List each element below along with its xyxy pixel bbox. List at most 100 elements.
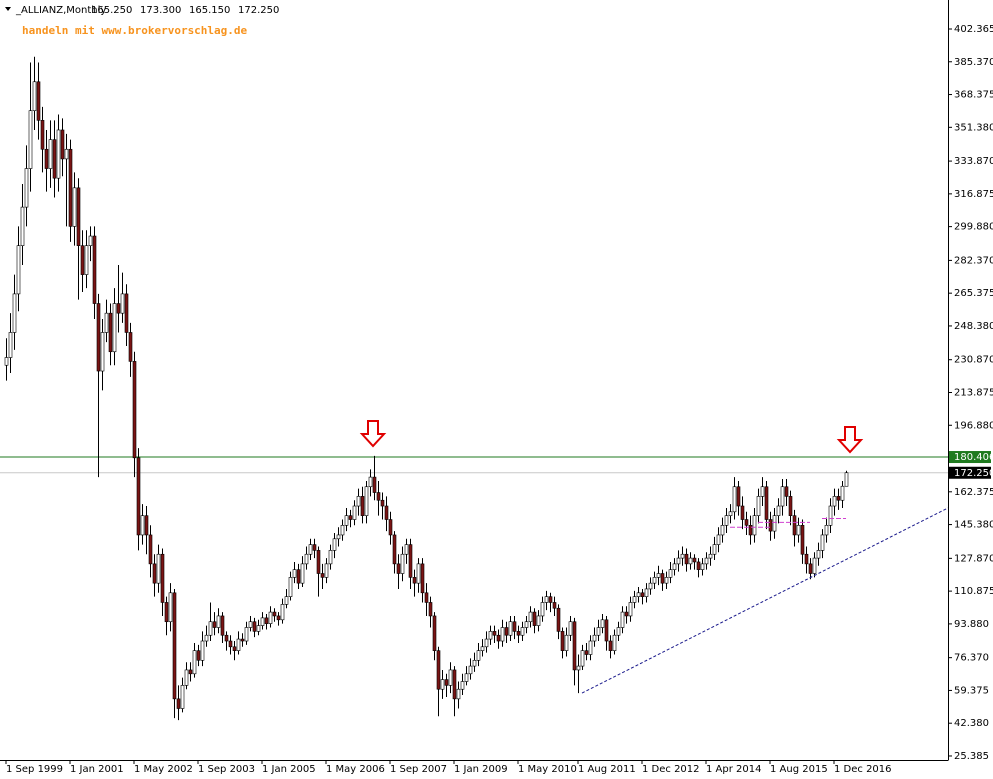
candle-body: [420, 563, 425, 594]
candle-body: [596, 627, 601, 636]
candle-body: [732, 486, 737, 513]
x-tick-label: 1 Jan 2005: [262, 764, 316, 775]
candle-body: [736, 486, 741, 507]
candle-body: [252, 621, 257, 632]
quote-high: 173.300: [140, 5, 181, 16]
candle-body: [248, 621, 253, 628]
candle-body: [104, 312, 109, 333]
candle-body: [512, 621, 517, 632]
symbol-title: _ALLIANZ,Monthly: [15, 5, 106, 16]
candle-body: [220, 615, 225, 636]
candle-body: [52, 139, 57, 179]
quote-close: 172.250: [238, 5, 279, 16]
candle-body: [528, 611, 533, 623]
candle-body: [600, 619, 605, 628]
candle-body: [204, 634, 209, 642]
candle-body: [624, 611, 629, 617]
y-tick-label: 213.875: [954, 387, 993, 398]
x-tick-label: 1 Jan 2009: [454, 764, 508, 775]
candle-body: [380, 499, 385, 507]
candle-body: [604, 619, 609, 642]
candle-body: [48, 139, 53, 169]
last-price-box: [949, 466, 991, 479]
candle-body: [324, 563, 329, 578]
candle-body: [780, 486, 785, 507]
candle-body: [132, 361, 137, 459]
candle-body: [816, 550, 821, 559]
candle-body: [448, 669, 453, 686]
candle-body: [272, 611, 277, 617]
candle-body: [696, 561, 701, 570]
candle-body: [60, 129, 65, 160]
y-tick-label: 145.380: [954, 520, 993, 531]
quote-low: 165.150: [189, 5, 230, 16]
x-tick-label: 1 May 2006: [326, 764, 385, 775]
candle-body: [664, 577, 669, 584]
candle-body: [296, 569, 301, 584]
candle-body: [24, 168, 29, 208]
candle-body: [672, 563, 677, 570]
candle-body: [632, 596, 637, 603]
candle-body: [576, 665, 581, 671]
candle-body: [96, 303, 101, 372]
candle-body: [508, 621, 513, 636]
candle-body: [424, 592, 429, 603]
candle-body: [460, 681, 465, 690]
candle-body: [120, 293, 125, 314]
candle-body: [548, 596, 553, 603]
candle-body: [660, 573, 665, 584]
level-label-box: [949, 451, 991, 464]
x-tick-label: 1 Sep 2007: [390, 764, 447, 775]
candle-body: [152, 563, 157, 584]
candle-body: [580, 650, 585, 667]
candle-body: [72, 187, 77, 227]
candle-body: [484, 638, 489, 648]
y-tick-label: 230.870: [954, 355, 993, 366]
candle-body: [384, 505, 389, 520]
candle-body: [56, 129, 61, 179]
candle-body: [292, 569, 297, 578]
y-tick-label: 299.880: [954, 222, 993, 233]
candle-body: [344, 515, 349, 526]
candle-body: [268, 611, 273, 624]
candle-body: [312, 544, 317, 551]
candle-body: [428, 602, 433, 617]
candle-body: [452, 669, 457, 700]
candle-body: [40, 120, 45, 150]
candle-body: [556, 607, 561, 632]
candle-body: [236, 638, 241, 651]
candle-body: [720, 525, 725, 536]
candle-body: [396, 563, 401, 574]
y-tick-label: 93.880: [954, 619, 989, 630]
menu-triangle[interactable]: [5, 7, 11, 11]
candle-body: [468, 665, 473, 675]
candle-body: [172, 592, 177, 700]
candle-body: [304, 553, 309, 565]
candle-body: [772, 515, 777, 532]
candle-body: [808, 563, 813, 574]
candle-body: [156, 553, 161, 584]
candle-body: [20, 206, 25, 246]
x-tick-label: 1 Apr 2014: [706, 764, 761, 775]
candle-body: [4, 357, 9, 366]
candle-body: [372, 476, 377, 493]
candle-body: [80, 245, 85, 275]
y-tick-label: 162.375: [954, 487, 993, 498]
candle-body: [440, 679, 445, 690]
candle-body: [716, 534, 721, 545]
x-tick-label: 1 Aug 2015: [770, 764, 828, 775]
candle-body: [76, 187, 81, 246]
y-tick-label: 76.370: [954, 653, 989, 664]
candle-body: [792, 515, 797, 536]
candle-body: [336, 534, 341, 540]
candle-body: [844, 472, 849, 487]
candle-body: [300, 563, 305, 584]
candle-body: [436, 650, 441, 690]
candle-body: [32, 81, 37, 111]
candle-body: [724, 515, 729, 526]
y-tick-label: 248.380: [954, 321, 993, 332]
watermark: handeln mit www.brokervorschlag.de: [22, 24, 248, 37]
candle-body: [160, 553, 165, 603]
candle-body: [36, 81, 41, 121]
